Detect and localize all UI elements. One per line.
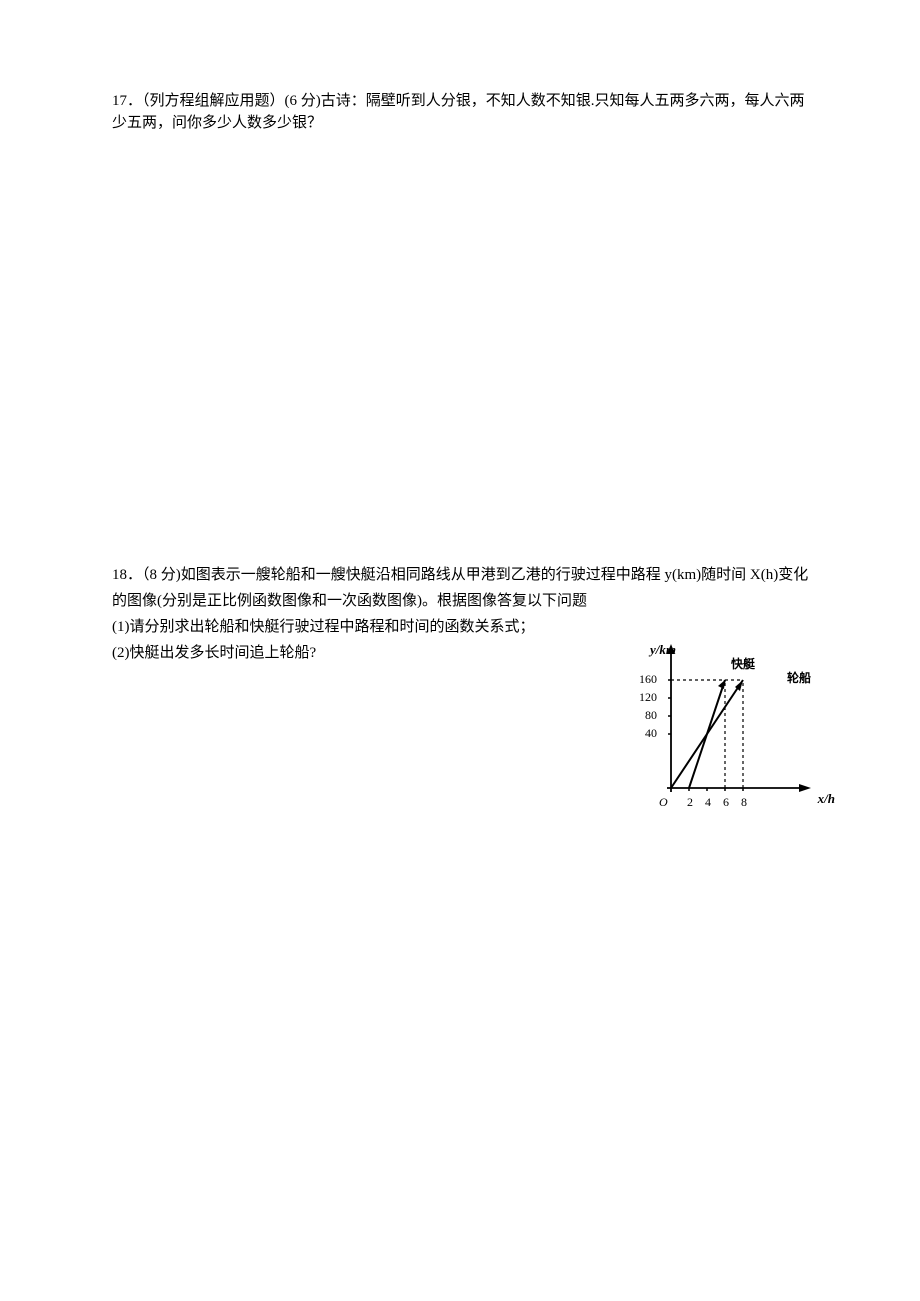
q18-intro: 18．（8 分)如图表示一艘轮船和一艘快艇沿相同路线从甲港到乙港的行驶过程中路程… xyxy=(112,564,810,586)
kuaiting-arrow xyxy=(718,680,725,689)
q18-part1: (1)请分别求出轮船和快艇行驶过程中路程和时间的函数关系式； xyxy=(112,616,810,638)
q18-intro-line2: 的图像(分别是正比例函数图像和一次函数图像)。根据图像答复以下问题 xyxy=(112,590,810,612)
chart-svg xyxy=(635,642,835,842)
chart: y/km x/h O 160 120 80 40 2 4 6 8 快艇 轮船 xyxy=(635,642,835,842)
q17-line1: 17．（列方程组解应用题）(6 分)古诗：隔壁听到人分银，不知人数不知银.只知每… xyxy=(112,90,810,112)
question-17: 17．（列方程组解应用题）(6 分)古诗：隔壁听到人分银，不知人数不知银.只知每… xyxy=(112,90,810,134)
x-axis-arrow xyxy=(799,784,811,792)
q17-line2: 少五两，问你多少人数多少银？ xyxy=(112,112,810,134)
q18-number: 18． xyxy=(112,567,142,583)
q17-text1: （列方程组解应用题）(6 分)古诗：隔壁听到人分银，不知人数不知银.只知每人五两… xyxy=(142,93,805,109)
q18-intro-line1: （8 分)如图表示一艘轮船和一艘快艇沿相同路线从甲港到乙港的行驶过程中路程 y(… xyxy=(142,567,808,583)
q17-number: 17． xyxy=(112,93,142,109)
y-axis-arrow xyxy=(667,644,675,654)
kuaiting-line xyxy=(689,680,725,788)
